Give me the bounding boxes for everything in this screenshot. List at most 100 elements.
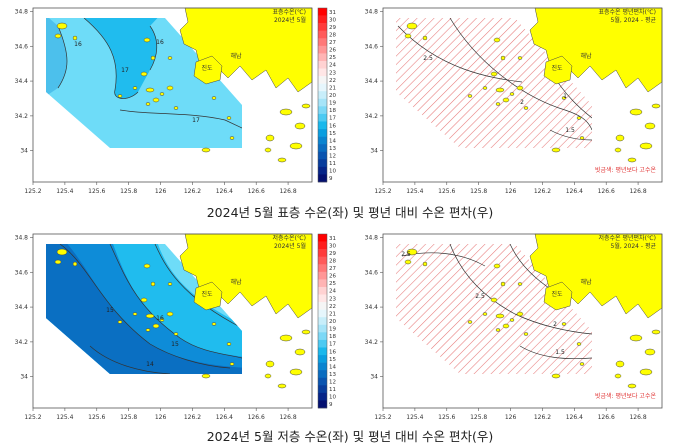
island xyxy=(159,318,165,322)
contour-line xyxy=(119,109,242,129)
island xyxy=(229,362,235,366)
island xyxy=(289,368,303,376)
contour-line xyxy=(154,244,242,329)
island xyxy=(145,328,151,332)
colorbar-tick: 21 xyxy=(329,311,336,317)
colorbar-swatch xyxy=(318,256,327,265)
place-label-jindo: 진도 xyxy=(551,290,563,298)
y-tick-label: 34.6 xyxy=(15,269,29,276)
mainland-coast xyxy=(529,233,663,319)
island xyxy=(117,320,123,324)
colorbar-swatch xyxy=(318,30,327,39)
mainland-coast xyxy=(529,7,663,93)
island xyxy=(143,37,151,43)
island xyxy=(614,147,622,153)
x-tick-label: 126.8 xyxy=(629,188,646,195)
x-tick-label: 125.2 xyxy=(24,414,41,421)
colorbar-swatch xyxy=(318,302,327,310)
contour-label: 1 xyxy=(563,93,567,100)
panel-title: 표층수온 평년편차(℃) xyxy=(599,8,657,16)
island xyxy=(493,37,501,43)
island xyxy=(576,342,582,346)
island xyxy=(639,142,653,150)
colorbar-tick: 22 xyxy=(329,78,336,84)
colorbar-tick: 11 xyxy=(329,387,336,393)
island xyxy=(294,122,306,130)
island xyxy=(509,92,515,96)
island xyxy=(226,342,232,346)
contour-label: 1.5 xyxy=(555,349,565,356)
y-tick-label: 34.2 xyxy=(365,339,379,346)
colorbar-tick: 29 xyxy=(329,25,336,31)
contour-line xyxy=(57,25,68,89)
x-tick-label: 126.2 xyxy=(534,188,551,195)
island xyxy=(500,55,506,61)
contour-label: 17 xyxy=(121,67,129,74)
colorbar-tick: 19 xyxy=(329,101,336,107)
colorbar-tick: 26 xyxy=(329,274,336,280)
colorbar-tick: 30 xyxy=(329,243,336,249)
panel-subtitle: 2024년 5월 xyxy=(274,16,306,24)
panel-title: 저층수온 평년편차(℃) xyxy=(599,234,657,242)
x-tick-label: 126.4 xyxy=(566,188,583,195)
colorbar: 3130292827262524232221201918171615141312… xyxy=(317,233,336,409)
x-tick-label: 125.4 xyxy=(406,188,423,195)
colorbar-tick: 28 xyxy=(329,32,336,38)
island xyxy=(551,373,561,379)
contour-line xyxy=(59,244,231,369)
colorbar-swatch xyxy=(318,53,327,62)
island xyxy=(422,35,428,41)
colorbar-tick: 18 xyxy=(329,334,336,340)
colorbar-swatch xyxy=(318,151,327,160)
colorbar-swatch xyxy=(318,129,327,137)
land xyxy=(404,7,663,163)
island xyxy=(467,94,473,98)
island xyxy=(644,122,656,130)
colorbar-swatch xyxy=(318,317,327,326)
contour-label: 2 xyxy=(520,99,524,106)
colorbar-tick: 9 xyxy=(329,402,333,408)
island xyxy=(145,313,155,319)
x-tick-label: 126.4 xyxy=(566,414,583,421)
colorbar-tick: 10 xyxy=(329,395,336,401)
colorbar-tick: 30 xyxy=(329,17,336,23)
land xyxy=(54,7,313,163)
y-tick-label: 34.4 xyxy=(15,78,29,85)
colorbar-tick: 14 xyxy=(329,364,336,370)
island xyxy=(140,297,148,303)
place-label-haenam: 해남 xyxy=(580,278,592,286)
island xyxy=(301,103,311,109)
land xyxy=(404,233,663,389)
island xyxy=(150,281,156,287)
colorbar-tick: 9 xyxy=(329,176,333,182)
y-tick-label: 34.4 xyxy=(15,304,29,311)
colorbar-tick: 29 xyxy=(329,251,336,257)
colorbar-swatch xyxy=(318,309,327,318)
contour-label: 16 xyxy=(156,39,164,46)
colorbar-swatch xyxy=(318,38,327,47)
panel-title: 표층수온(℃) xyxy=(272,8,306,16)
island xyxy=(150,55,156,61)
contour-line xyxy=(449,18,592,131)
contour-label: 1.5 xyxy=(565,127,575,134)
island xyxy=(467,320,473,324)
colorbar-tick: 13 xyxy=(329,146,336,152)
colorbar-tick: 23 xyxy=(329,70,336,76)
island xyxy=(495,313,505,319)
island xyxy=(482,312,488,316)
jindo-island xyxy=(193,55,223,85)
island xyxy=(301,329,311,335)
colorbar-swatch xyxy=(318,121,327,130)
island xyxy=(502,323,510,329)
island xyxy=(500,281,506,287)
y-tick-label: 34.6 xyxy=(365,269,379,276)
island xyxy=(482,86,488,90)
island xyxy=(639,368,653,376)
island xyxy=(493,263,501,269)
colorbar-swatch xyxy=(318,392,327,401)
colorbar-tick: 22 xyxy=(329,304,336,310)
caption-row1: 2024년 5월 표층 수온(좌) 및 평년 대비 수온 편차(우) xyxy=(206,205,494,220)
x-tick-label: 126.4 xyxy=(216,414,233,421)
island xyxy=(166,311,174,317)
